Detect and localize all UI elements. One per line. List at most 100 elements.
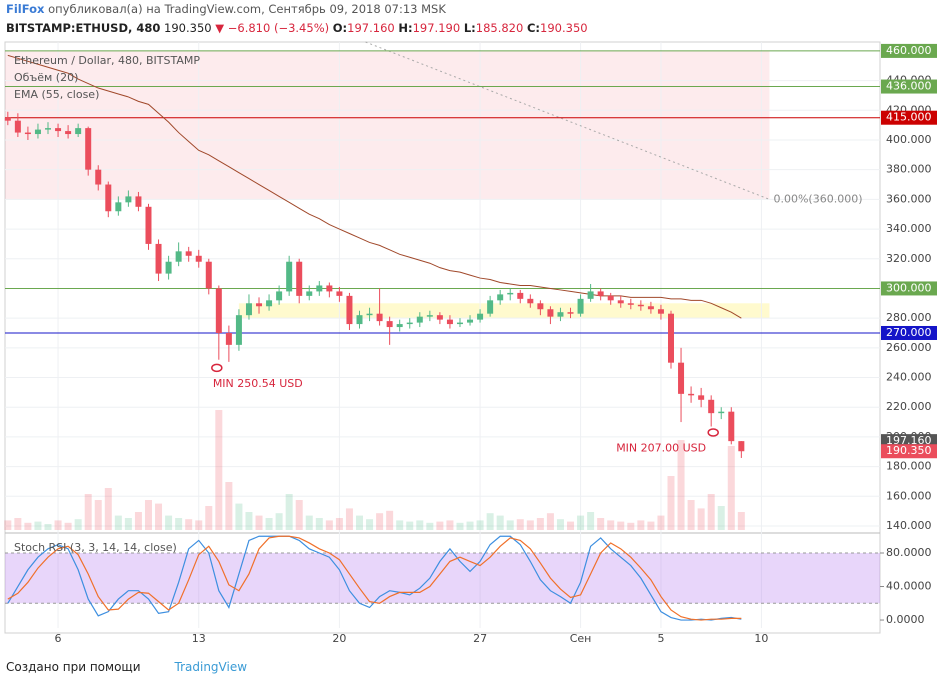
volume-bar — [114, 515, 122, 530]
candle-body — [85, 128, 92, 170]
price-badge-label: 300.000 — [886, 281, 932, 294]
volume-bar — [627, 522, 635, 530]
candle-body — [205, 261, 212, 289]
price-badge-label: 415.000 — [886, 111, 932, 124]
volume-bar — [134, 512, 142, 530]
candle-body — [105, 184, 112, 212]
volume-bar — [84, 494, 92, 530]
candle-body — [627, 303, 634, 305]
x-tick-label: 27 — [473, 632, 487, 645]
volume-bar — [356, 515, 364, 530]
candle-body — [497, 294, 504, 301]
volume-bar — [717, 506, 725, 530]
candle-body — [376, 313, 383, 322]
volume-bar — [727, 446, 735, 530]
y-tick-label: 380.000 — [886, 163, 932, 176]
y-tick-label: 180.000 — [886, 460, 932, 473]
volume-bar — [315, 518, 323, 530]
candle-body — [406, 322, 413, 325]
candle-body — [738, 441, 745, 452]
candle-body — [24, 132, 31, 135]
volume-bar — [516, 519, 524, 530]
candle-body — [467, 319, 474, 323]
volume-bar — [436, 521, 444, 530]
volume-bar — [195, 520, 203, 530]
candle-body — [306, 291, 313, 296]
candle-body — [688, 393, 695, 396]
candle-body — [547, 309, 554, 317]
volume-bar — [617, 521, 625, 530]
volume-bar — [697, 508, 705, 530]
volume-bar — [14, 518, 22, 530]
x-tick-label: 20 — [332, 632, 346, 645]
candle-body — [517, 292, 524, 299]
volume-bar — [345, 508, 353, 530]
volume-bar — [165, 515, 173, 530]
brand-link[interactable]: TradingView — [174, 660, 248, 674]
y-tick-label: 140.000 — [886, 519, 932, 532]
ema-legend: EMA (55, close) — [14, 88, 99, 101]
candle-body — [34, 129, 41, 135]
y-tick-label: 40.0000 — [886, 580, 932, 593]
volume-bar — [24, 522, 32, 530]
volume-bar — [426, 522, 434, 530]
candle-body — [647, 306, 654, 310]
volume-bar — [476, 520, 484, 530]
header-line: FilFox опубликовал(а) на TradingView.com… — [6, 2, 446, 16]
volume-bar — [325, 520, 333, 530]
volume-bar — [34, 521, 42, 530]
candle-body — [4, 117, 11, 121]
candle-body — [276, 291, 283, 301]
y-tick-label: 320.000 — [886, 252, 932, 265]
volume-bar — [667, 476, 675, 530]
pane-title: Stoch RSI (3, 3, 14, 14, close) — [14, 541, 177, 554]
author[interactable]: FilFox — [6, 2, 45, 16]
volume-bar — [4, 520, 12, 530]
candle-body — [356, 315, 363, 325]
candle-body — [386, 321, 393, 328]
candle-body — [667, 313, 674, 363]
volume-bar — [205, 506, 213, 530]
price-badge-label: 436.000 — [886, 80, 932, 93]
candle-body — [366, 313, 373, 316]
x-tick-label: 5 — [657, 632, 664, 645]
volume-bar — [275, 513, 283, 530]
volume-bar — [54, 520, 62, 530]
x-tick-label: 13 — [192, 632, 206, 645]
candle-body — [557, 312, 564, 317]
ohlc-value: 190.350 — [540, 21, 588, 35]
price-badge — [881, 79, 937, 94]
candle-body — [678, 362, 685, 394]
volume-bar — [144, 500, 152, 530]
volume-bar — [94, 500, 102, 530]
candle-body — [446, 319, 453, 325]
candle-body — [587, 291, 594, 299]
y-tick-label: 400.000 — [886, 133, 932, 146]
ohlc-value: 197.160 — [347, 21, 395, 35]
y-tick-label: 340.000 — [886, 222, 932, 235]
volume-legend: Объём (20) — [14, 71, 78, 84]
price-badge-label: 190.350 — [886, 444, 932, 457]
candle-body — [567, 312, 574, 314]
annotation: MIN 250.54 USD — [213, 377, 303, 390]
price-badge — [881, 43, 937, 58]
candle-body — [296, 261, 303, 296]
min-marker — [211, 363, 223, 373]
volume-bar — [124, 518, 132, 530]
volume-bar — [556, 519, 564, 530]
candle-body — [215, 288, 222, 333]
candle-body — [75, 128, 82, 135]
candle-body — [326, 285, 333, 292]
candle-body — [14, 120, 21, 133]
chart-title: Ethereum / Dollar, 480, BITSTAMP — [14, 54, 200, 67]
volume-bar — [496, 515, 504, 530]
y-tick-label: 0.0000 — [886, 613, 925, 626]
y-tick-label: 80.0000 — [886, 546, 932, 559]
volume-bar — [376, 513, 384, 530]
annotation: MIN 207.00 USD — [616, 442, 706, 455]
candle-body — [426, 315, 433, 317]
candle-body — [527, 298, 534, 304]
footer: Создано при помощи TradingView — [6, 660, 247, 674]
